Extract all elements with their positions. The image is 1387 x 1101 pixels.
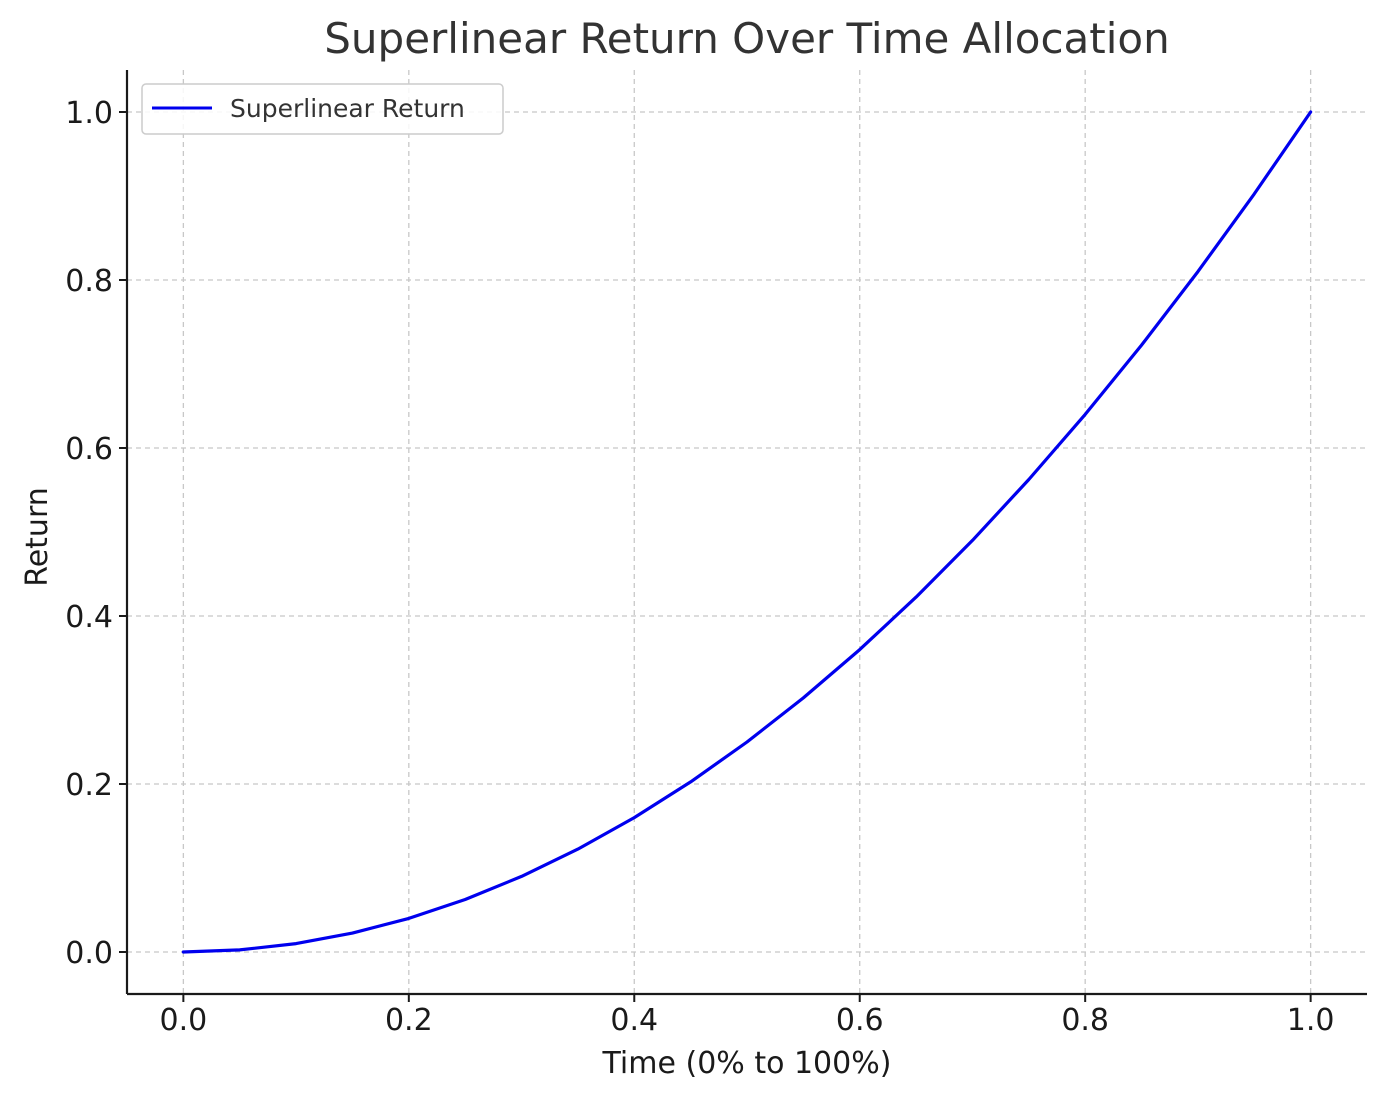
- x-axis-label: Time (0% to 100%): [602, 1046, 892, 1081]
- legend-label-superlinear-return: Superlinear Return: [230, 94, 465, 123]
- series-line-0: [181, 110, 1313, 954]
- axes-spines: [125, 70, 1367, 996]
- y-tick-label-1: 0.2: [65, 768, 113, 803]
- x-tick-label-4: 0.8: [1061, 1003, 1109, 1038]
- y-tick-label-4: 0.8: [65, 264, 113, 299]
- y-tick-label-5: 1.0: [65, 96, 113, 131]
- y-axis-label: Return: [20, 487, 55, 587]
- legend-box: [141, 83, 504, 135]
- x-tick-label-2: 0.4: [610, 1003, 658, 1038]
- legend: Superlinear Return: [141, 83, 504, 135]
- y-tick-label-2: 0.4: [65, 600, 113, 635]
- y-tick-label-0: 0.0: [65, 936, 113, 971]
- x-tick-label-5: 1.0: [1287, 1003, 1335, 1038]
- grid-lines: [127, 70, 1367, 994]
- axis-ticks: 0.0 0.2 0.4 0.6 0.8 1.0 0.0 0.2 0.4 0.6 0.8 1.0: [65, 96, 1334, 1038]
- x-tick-label-3: 0.6: [836, 1003, 884, 1038]
- y-tick-label-3: 0.6: [65, 432, 113, 467]
- x-tick-label-0: 0.0: [160, 1003, 208, 1038]
- chart-title: Superlinear Return Over Time Allocation: [324, 14, 1169, 63]
- series-layer: [181, 110, 1313, 954]
- x-tick-label-1: 0.2: [385, 1003, 433, 1038]
